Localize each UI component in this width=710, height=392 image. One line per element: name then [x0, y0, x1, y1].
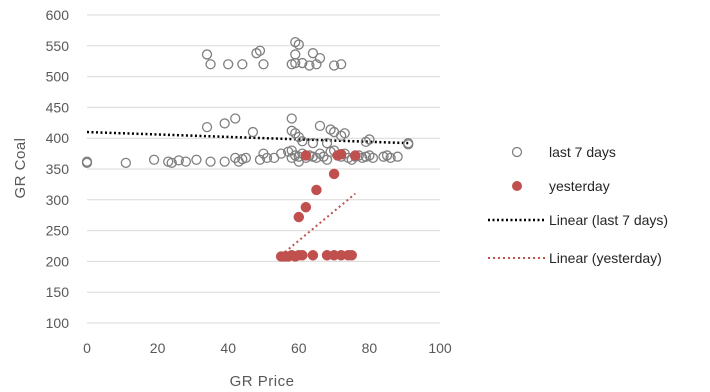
data-point [290, 128, 301, 139]
data-point [318, 151, 329, 162]
data-point [290, 49, 301, 60]
data-point [219, 156, 230, 167]
data-point [205, 59, 216, 70]
y-tick-label: 200 [46, 253, 70, 269]
y-tick-label: 350 [46, 161, 70, 177]
y-tick-label: 100 [46, 315, 70, 331]
data-points [81, 36, 414, 262]
data-point [311, 184, 322, 196]
data-point [219, 118, 230, 129]
data-point [293, 39, 304, 50]
data-point [120, 157, 131, 168]
data-point [300, 201, 312, 213]
data-point [300, 150, 312, 161]
y-tick-labels: 100 150 200 250 300 350 400 450 500 550 600 [46, 7, 70, 331]
legend: last 7 days yesterday Linear (last 7 days)… [488, 144, 668, 266]
x-tick-labels: 0 20 40 60 80 100 [83, 340, 452, 356]
data-point [339, 128, 350, 139]
data-point [297, 249, 308, 261]
data-point [205, 156, 216, 167]
y-tick-label: 150 [46, 284, 70, 300]
data-point [314, 120, 326, 132]
trendline [280, 192, 356, 257]
legend-marker [512, 181, 522, 191]
x-tick-label: 0 [83, 340, 91, 356]
data-point [328, 60, 340, 71]
x-tick-label: 20 [150, 340, 166, 356]
trendline [86, 130, 409, 145]
data-point [321, 137, 333, 149]
legend-label: Linear (last 7 days) [549, 212, 668, 228]
y-tick-label: 500 [46, 69, 70, 85]
data-point [258, 59, 269, 70]
data-point [385, 152, 396, 164]
legend-label: yesterday [549, 178, 610, 194]
data-point [367, 152, 379, 164]
data-point [336, 59, 347, 70]
data-point [307, 249, 319, 261]
data-point [304, 60, 315, 71]
legend-label: last 7 days [549, 144, 616, 160]
data-point [223, 59, 234, 70]
data-point [261, 152, 273, 164]
data-point [166, 157, 177, 168]
trendlines [86, 130, 409, 257]
data-point [293, 211, 305, 223]
data-point [328, 168, 340, 180]
data-point [350, 150, 361, 161]
y-axis-title: GR Coal [12, 137, 29, 198]
data-point [173, 155, 184, 166]
data-point [148, 154, 160, 165]
data-point [364, 134, 375, 145]
data-point [201, 121, 213, 133]
legend-marker [511, 146, 523, 158]
data-point [297, 57, 308, 69]
data-point [254, 45, 266, 56]
data-point [314, 148, 326, 159]
data-point [230, 113, 241, 124]
data-point [297, 136, 308, 147]
data-point [247, 126, 259, 138]
data-point [307, 48, 319, 59]
x-tick-label: 80 [362, 340, 378, 356]
x-tick-label: 40 [220, 340, 236, 356]
data-point [307, 137, 319, 149]
data-point [81, 157, 93, 168]
data-point [240, 152, 252, 164]
data-point [180, 156, 191, 167]
data-point [201, 49, 213, 60]
data-point [311, 59, 322, 70]
y-tick-label: 400 [46, 130, 70, 146]
data-point [237, 59, 248, 70]
data-point [286, 113, 297, 124]
y-tick-label: 600 [46, 7, 70, 23]
data-point [403, 137, 414, 149]
y-tick-label: 300 [46, 192, 70, 208]
data-point [230, 152, 241, 164]
legend-label: Linear (yesterday) [549, 250, 662, 266]
x-axis-title: GR Price [230, 373, 295, 390]
data-point [346, 249, 357, 261]
y-tick-label: 250 [46, 223, 70, 239]
data-point [191, 154, 202, 165]
x-tick-label: 100 [428, 340, 452, 356]
data-point [314, 52, 326, 64]
y-tick-label: 550 [46, 38, 70, 54]
data-point [392, 151, 403, 162]
data-point [275, 148, 287, 159]
gridlines [87, 14, 440, 324]
y-tick-label: 450 [46, 99, 70, 115]
data-point [254, 154, 266, 165]
x-tick-label: 60 [291, 340, 307, 356]
data-point [335, 148, 347, 160]
